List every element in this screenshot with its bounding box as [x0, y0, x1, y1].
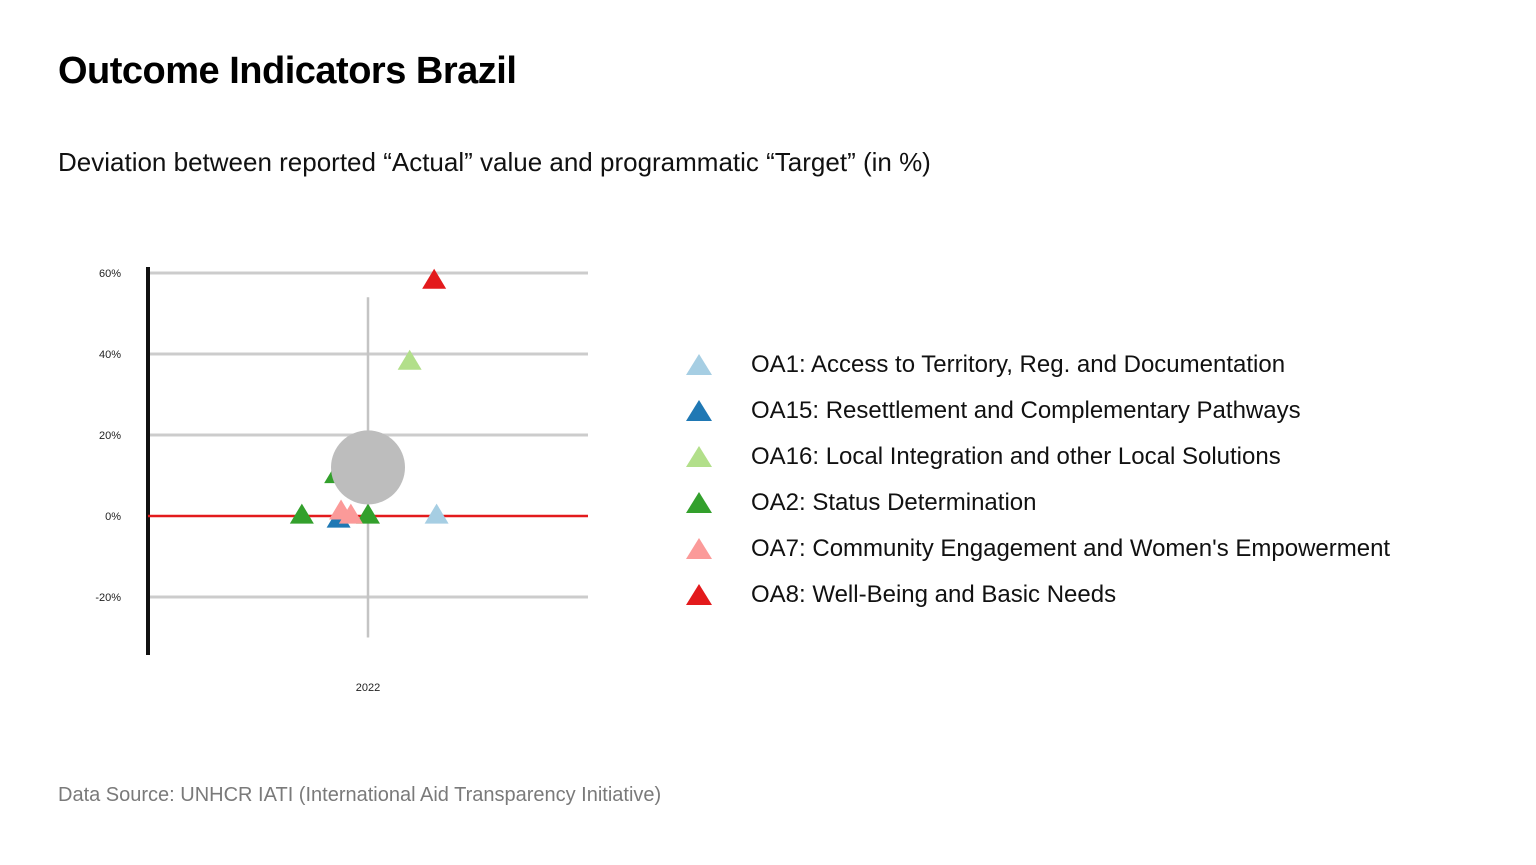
- legend-triangle-icon: [686, 584, 712, 605]
- data-source: Data Source: UNHCR IATI (International A…: [58, 784, 662, 806]
- legend-label: OA8: Well-Being and Basic Needs: [751, 581, 1117, 608]
- legend-swatch: [686, 354, 712, 375]
- y-axis-ticks: 60% 40% 20% 0% -20%: [95, 268, 121, 604]
- legend-item: OA15: Resettlement and Complementary Pat…: [684, 388, 1390, 434]
- legend-swatch: [686, 446, 712, 467]
- summary-point: [331, 430, 405, 505]
- data-points: [289, 268, 449, 528]
- legend-item: OA1: Access to Territory, Reg. and Docum…: [684, 342, 1390, 388]
- legend: OA1: Access to Territory, Reg. and Docum…: [684, 342, 1390, 618]
- legend-swatch: [686, 538, 712, 559]
- legend-triangle-icon: [686, 400, 712, 421]
- x-tick-label: 2022: [356, 682, 380, 694]
- x-axis-labels: 2022: [356, 682, 380, 694]
- legend-swatch: [686, 584, 712, 605]
- y-tick-label: 40%: [99, 349, 121, 361]
- legend-item: OA7: Community Engagement and Women's Em…: [684, 526, 1390, 572]
- legend-label: OA7: Community Engagement and Women's Em…: [751, 535, 1391, 562]
- legend-triangle-icon: [686, 354, 712, 375]
- legend-triangle-icon: [686, 492, 712, 513]
- y-tick-label: 20%: [99, 430, 121, 442]
- legend-label: OA1: Access to Territory, Reg. and Docum…: [751, 351, 1286, 378]
- legend-item: OA2: Status Determination: [684, 480, 1390, 526]
- y-tick-label: 0%: [105, 511, 121, 523]
- y-tick-label: -20%: [95, 592, 121, 604]
- legend-label: OA15: Resettlement and Complementary Pat…: [751, 397, 1301, 424]
- data-point: [422, 268, 447, 289]
- scatter-chart: 60% 40% 20% 0% -20% 2022: [95, 267, 588, 694]
- legend-swatch: [686, 492, 712, 513]
- chart-title: Outcome Indicators Brazil: [58, 50, 517, 92]
- data-point: [338, 503, 363, 524]
- legend-item: OA16: Local Integration and other Local …: [684, 434, 1390, 480]
- legend-item: OA8: Well-Being and Basic Needs: [684, 572, 1390, 618]
- data-point: [356, 503, 380, 524]
- legend-triangle-icon: [686, 446, 712, 467]
- y-tick-label: 60%: [99, 268, 121, 280]
- legend-label: OA2: Status Determination: [751, 489, 1037, 516]
- legend-swatch: [686, 400, 712, 421]
- data-point: [289, 503, 314, 524]
- data-point: [397, 349, 422, 370]
- legend-triangle-icon: [686, 538, 712, 559]
- chart-subtitle: Deviation between reported “Actual” valu…: [58, 147, 931, 177]
- data-point: [424, 503, 449, 524]
- legend-label: OA16: Local Integration and other Local …: [751, 443, 1281, 470]
